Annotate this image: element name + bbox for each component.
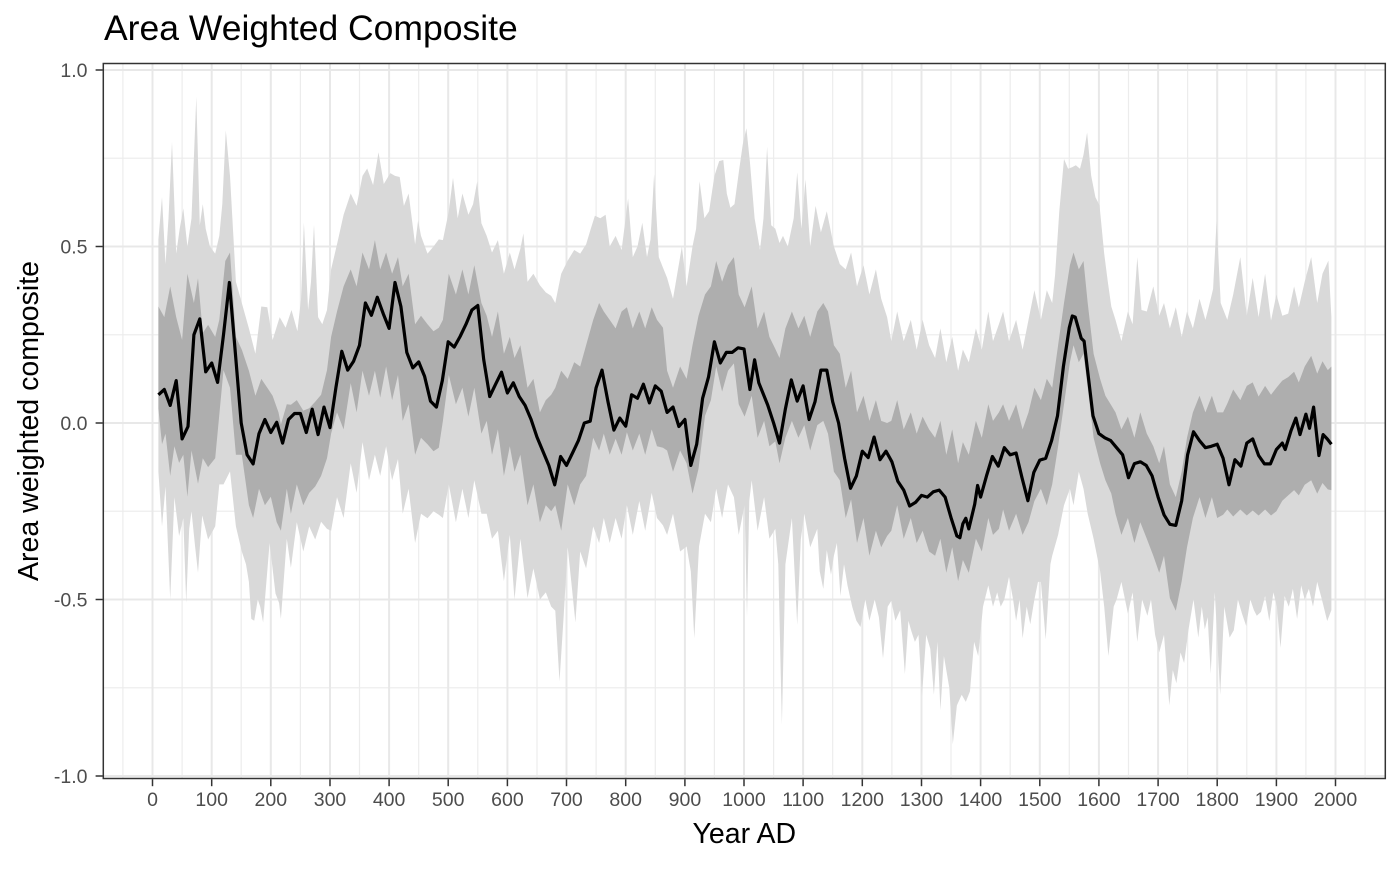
svg-text:600: 600 (491, 789, 524, 811)
svg-text:500: 500 (432, 789, 465, 811)
svg-text:Area weighted composite: Area weighted composite (13, 261, 45, 581)
svg-text:2000: 2000 (1314, 789, 1358, 811)
svg-text:1800: 1800 (1196, 789, 1240, 811)
svg-text:1900: 1900 (1255, 789, 1299, 811)
svg-text:1400: 1400 (959, 789, 1003, 811)
svg-text:1000: 1000 (722, 789, 766, 811)
svg-text:1.0: 1.0 (60, 60, 87, 82)
svg-text:300: 300 (314, 789, 347, 811)
svg-text:1700: 1700 (1136, 789, 1180, 811)
svg-text:1600: 1600 (1077, 789, 1121, 811)
svg-text:400: 400 (373, 789, 406, 811)
svg-text:0.0: 0.0 (60, 413, 87, 435)
svg-text:-0.5: -0.5 (54, 590, 88, 612)
svg-text:1500: 1500 (1018, 789, 1062, 811)
svg-text:900: 900 (669, 789, 702, 811)
svg-text:1300: 1300 (900, 789, 944, 811)
svg-text:Area Weighted Composite: Area Weighted Composite (104, 8, 518, 48)
svg-text:1100: 1100 (782, 789, 824, 811)
svg-text:1200: 1200 (841, 789, 885, 811)
svg-text:0.5: 0.5 (60, 237, 87, 259)
svg-text:-1.0: -1.0 (54, 766, 88, 788)
svg-text:Year AD: Year AD (693, 818, 797, 850)
svg-text:0: 0 (147, 789, 158, 811)
svg-text:100: 100 (195, 789, 228, 811)
svg-text:700: 700 (550, 789, 583, 811)
svg-text:200: 200 (255, 789, 288, 811)
svg-text:800: 800 (609, 789, 642, 811)
